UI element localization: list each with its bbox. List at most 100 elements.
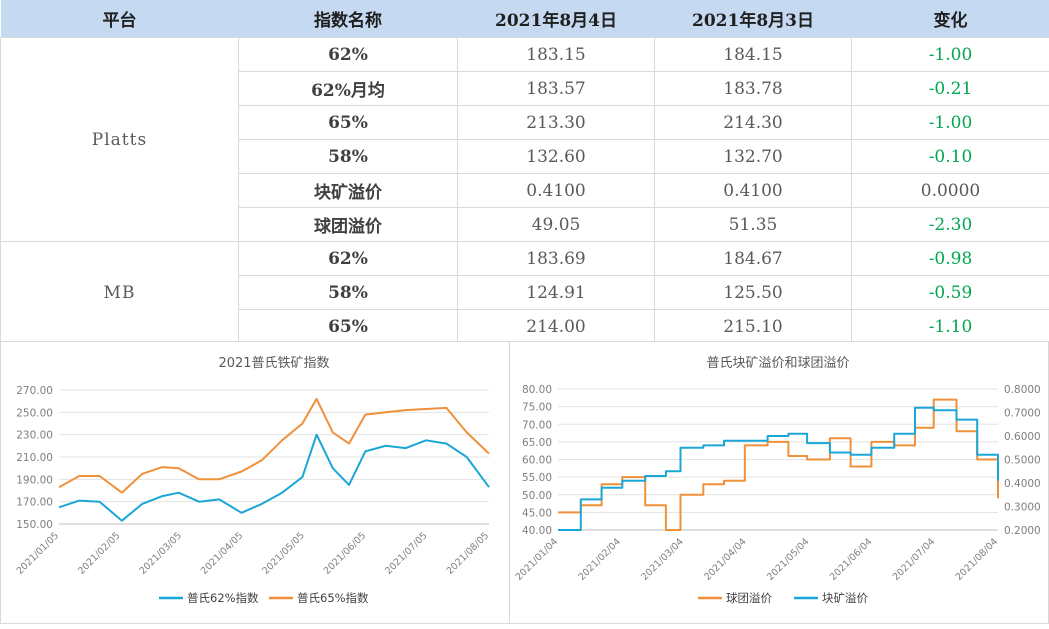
value-date1-cell: 0.4100 xyxy=(458,174,655,208)
value-date2-cell: 125.50 xyxy=(655,276,852,310)
index-name-cell: 58% xyxy=(239,140,458,174)
y-tick-label: 210.00 xyxy=(16,452,53,464)
index-name-cell: 65% xyxy=(239,310,458,344)
change-cell: -0.21 xyxy=(852,72,1049,106)
value-date2-cell: 132.70 xyxy=(655,140,852,174)
value-date2-cell: 184.67 xyxy=(655,242,852,276)
x-tick-label: 2021/04/04 xyxy=(702,536,749,583)
value-date2-cell: 0.4100 xyxy=(655,174,852,208)
y-tick-label: 55.00 xyxy=(522,472,552,484)
chart-title: 普氏块矿溢价和球团溢价 xyxy=(706,356,849,371)
change-cell: -1.00 xyxy=(852,106,1049,140)
index-name-cell: 62% xyxy=(239,242,458,276)
header-date-2: 2021年8月3日 xyxy=(655,0,852,38)
x-tick-label: 2021/08/05 xyxy=(445,530,492,577)
x-tick-label: 2021/05/04 xyxy=(765,536,812,583)
x-tick-label: 2021/03/05 xyxy=(137,530,184,577)
y-tick-label: 170.00 xyxy=(16,497,53,509)
value-date2-cell: 214.30 xyxy=(655,106,852,140)
x-tick-label: 2021/02/04 xyxy=(576,536,623,583)
iron-ore-index-svg: 2021普氏铁矿指数 150.00 170.00 190.00 210.00 230.00… xyxy=(1,342,511,625)
header-change: 变化 xyxy=(852,0,1049,38)
x-tick-label: 2021/07/05 xyxy=(383,530,430,577)
premium-svg: 普氏块矿溢价和球团溢价 40.00 45.00 50.00 55.00 60.00 65.0… xyxy=(510,342,1049,625)
value-date2-cell: 215.10 xyxy=(655,310,852,344)
y2-tick-label: 0.2000 xyxy=(1004,525,1041,537)
platform-cell: MB xyxy=(1,242,239,344)
index-name-cell: 62% xyxy=(239,38,458,72)
header-index-name: 指数名称 xyxy=(239,0,458,38)
x-tick-label: 2021/03/04 xyxy=(639,536,686,583)
premium-chart: 普氏块矿溢价和球团溢价 40.00 45.00 50.00 55.00 60.00 65.0… xyxy=(509,341,1049,624)
x-tick-label: 2021/07/04 xyxy=(891,536,938,583)
change-cell: 0.0000 xyxy=(852,174,1049,208)
y-tick-label: 75.00 xyxy=(522,402,552,414)
legend-label: 球团溢价 xyxy=(726,591,772,605)
y2-tick-label: 0.3000 xyxy=(1004,502,1041,514)
x-tick-label: 2021/06/04 xyxy=(828,536,875,583)
index-name-cell: 65% xyxy=(239,106,458,140)
y-tick-label: 70.00 xyxy=(522,419,552,431)
platform-cell: Platts xyxy=(1,38,239,242)
value-date1-cell: 183.69 xyxy=(458,242,655,276)
value-date1-cell: 214.00 xyxy=(458,310,655,344)
y-tick-label: 190.00 xyxy=(16,474,53,486)
y-tick-label: 50.00 xyxy=(522,490,552,502)
y2-tick-label: 0.7000 xyxy=(1004,408,1041,420)
index-name-cell: 62%月均 xyxy=(239,72,458,106)
y-tick-label: 45.00 xyxy=(522,507,552,519)
value-date1-cell: 213.30 xyxy=(458,106,655,140)
value-date1-cell: 132.60 xyxy=(458,140,655,174)
y2-tick-label: 0.4000 xyxy=(1004,478,1041,490)
x-tick-label: 2021/06/05 xyxy=(322,530,369,577)
series-line xyxy=(558,408,998,530)
y-tick-label: 65.00 xyxy=(522,437,552,449)
legend-label: 普氏62%指数 xyxy=(187,591,259,605)
header-platform: 平台 xyxy=(1,0,239,38)
value-date1-cell: 49.05 xyxy=(458,208,655,242)
series-line xyxy=(59,399,489,493)
x-tick-label: 2021/05/05 xyxy=(260,530,307,577)
change-cell: -1.00 xyxy=(852,38,1049,72)
y2-tick-label: 0.6000 xyxy=(1004,431,1041,443)
legend-label: 块矿溢价 xyxy=(822,591,868,605)
y-tick-label: 60.00 xyxy=(522,455,552,467)
table-header-row: 平台 指数名称 2021年8月4日 2021年8月3日 变化 xyxy=(1,0,1049,38)
x-tick-label: 2021/08/04 xyxy=(954,536,1001,583)
index-name-cell: 块矿溢价 xyxy=(239,174,458,208)
y-tick-label: 230.00 xyxy=(16,430,53,442)
index-name-cell: 球团溢价 xyxy=(239,208,458,242)
change-cell: -1.10 xyxy=(852,310,1049,344)
value-date2-cell: 183.78 xyxy=(655,72,852,106)
y-tick-label: 40.00 xyxy=(522,525,552,537)
change-cell: -2.30 xyxy=(852,208,1049,242)
value-date1-cell: 124.91 xyxy=(458,276,655,310)
header-date-1: 2021年8月4日 xyxy=(458,0,655,38)
iron-ore-index-chart: 2021普氏铁矿指数 150.00 170.00 190.00 210.00 230.00… xyxy=(0,341,510,624)
x-tick-label: 2021/02/05 xyxy=(76,530,123,577)
x-tick-label: 2021/01/05 xyxy=(15,530,62,577)
y-tick-label: 270.00 xyxy=(16,385,53,397)
chart-title: 2021普氏铁矿指数 xyxy=(218,356,329,371)
value-date2-cell: 184.15 xyxy=(655,38,852,72)
series-line xyxy=(558,400,998,530)
value-date1-cell: 183.15 xyxy=(458,38,655,72)
value-date2-cell: 51.35 xyxy=(655,208,852,242)
y-tick-label: 250.00 xyxy=(16,407,53,419)
change-cell: -0.98 xyxy=(852,242,1049,276)
y2-tick-label: 0.8000 xyxy=(1004,384,1041,396)
y-tick-label: 150.00 xyxy=(16,519,53,531)
x-tick-label: 2021/01/04 xyxy=(514,536,561,583)
change-cell: -0.10 xyxy=(852,140,1049,174)
change-cell: -0.59 xyxy=(852,276,1049,310)
value-date1-cell: 183.57 xyxy=(458,72,655,106)
index-name-cell: 58% xyxy=(239,276,458,310)
y2-tick-label: 0.5000 xyxy=(1004,455,1041,467)
y-tick-label: 80.00 xyxy=(522,384,552,396)
legend-label: 普氏65%指数 xyxy=(297,591,369,605)
x-tick-label: 2021/04/05 xyxy=(199,530,246,577)
